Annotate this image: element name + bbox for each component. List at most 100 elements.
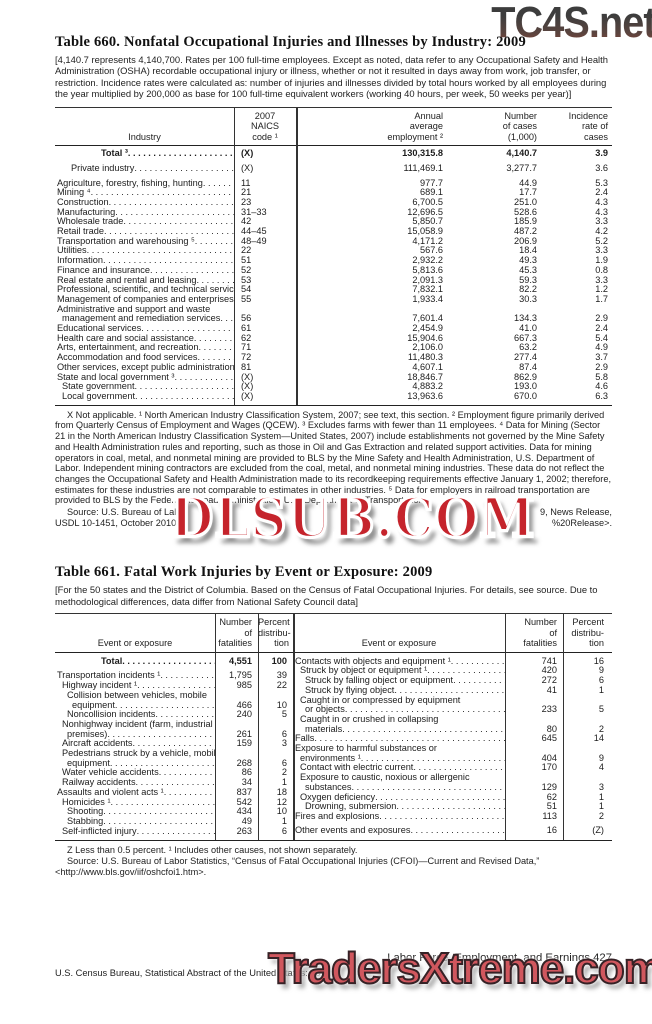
table-row: management and remediation services 56 7… bbox=[55, 314, 612, 324]
cases-value: 4,140.7 bbox=[506, 148, 537, 159]
employment-value: 130,315.8 bbox=[402, 148, 443, 159]
table-row: equipment 466 10 bbox=[55, 700, 293, 711]
fatalities-value: 420 bbox=[541, 665, 557, 676]
percent-value: 10 bbox=[276, 806, 287, 817]
source-text: Source: U.S. Bureau of Labor Statistics,… bbox=[55, 856, 540, 877]
column-rule bbox=[258, 614, 259, 841]
fatalities-value: 34 bbox=[241, 777, 252, 788]
fatalities-value: 542 bbox=[236, 796, 252, 807]
table-row: Falls 645 14 bbox=[293, 734, 612, 744]
dot-leader bbox=[196, 276, 234, 286]
fatalities-value: 263 bbox=[236, 825, 252, 836]
percent-value: 6 bbox=[281, 825, 287, 836]
watermark-tc4s: TC4S.net bbox=[492, 0, 652, 48]
table-661-title: Table 661. Fatal Work Injuries by Event … bbox=[55, 564, 433, 581]
industry-label: State government bbox=[62, 382, 135, 392]
dot-leader bbox=[107, 730, 215, 740]
industry-label: Manufacturing bbox=[57, 207, 116, 217]
source-fragment: USDL 10-1451, October 2010. S bbox=[55, 517, 188, 528]
table-661-header: Event or exposure Number of fatalities P… bbox=[55, 614, 612, 653]
dot-leader bbox=[394, 686, 505, 696]
naics-code: 62 bbox=[241, 332, 252, 343]
rate-value: 1.9 bbox=[595, 255, 608, 266]
dot-leader bbox=[110, 759, 215, 769]
dot-leader bbox=[115, 208, 234, 218]
employment-value: 4,607.1 bbox=[412, 361, 443, 372]
rate-value: 5.8 bbox=[595, 371, 608, 382]
percent-value: 3 bbox=[598, 781, 604, 792]
industry-label: Professional, scientific, and technical … bbox=[57, 285, 234, 295]
event-label: Noncollision incidents bbox=[67, 710, 156, 720]
fatalities-value: 86 bbox=[241, 767, 252, 778]
naics-code: 52 bbox=[241, 264, 252, 275]
naics-code: 31–33 bbox=[241, 206, 267, 217]
table-row: Contact with electric current 170 4 bbox=[293, 763, 612, 773]
industry-label: Other services, except public administra… bbox=[57, 362, 234, 372]
industry-label: Finance and insurance bbox=[57, 265, 150, 275]
percent-value: 1 bbox=[281, 777, 287, 788]
rate-value: 2.9 bbox=[595, 361, 608, 372]
table-661-left-panel: Total 4,551 100 Transportation incidents… bbox=[55, 653, 293, 841]
cases-value: 670.0 bbox=[514, 391, 537, 401]
percent-value: 6 bbox=[281, 728, 287, 739]
table-661-body: Total 4,551 100 Transportation incidents… bbox=[55, 653, 612, 841]
table-row: Stabbing 49 1 bbox=[55, 816, 293, 827]
table-660-body: Total ³ (X) 130,315.8 4,140.7 3.9 Privat… bbox=[55, 146, 612, 405]
column-rule bbox=[296, 107, 298, 405]
naics-code: 71 bbox=[241, 342, 252, 353]
industry-label: Mining ⁴ bbox=[57, 188, 91, 198]
cases-value: 17.7 bbox=[519, 187, 537, 198]
event-label: Total bbox=[101, 656, 123, 666]
table-row: Total ³ (X) 130,315.8 4,140.7 3.9 bbox=[55, 148, 612, 159]
event-label: Assaults and violent acts ¹ bbox=[57, 787, 164, 797]
event-label: Oxygen deficiency bbox=[300, 792, 376, 802]
naics-code: 55 bbox=[241, 293, 252, 304]
dot-leader bbox=[174, 373, 234, 383]
source-line: USDL 10-1451, October 2010. S %20Release… bbox=[55, 518, 612, 529]
employment-value: 18,846.7 bbox=[407, 371, 443, 382]
table-row: Self-inflicted injury 263 6 bbox=[55, 825, 293, 837]
source-fragment: %20Release>. bbox=[551, 517, 612, 528]
event-label: Highway incident ¹ bbox=[62, 681, 138, 691]
industry-label: Transportation and warehousing ⁵ bbox=[57, 236, 195, 246]
dot-leader bbox=[379, 812, 505, 822]
dot-leader bbox=[342, 725, 505, 735]
rate-value: 5.4 bbox=[595, 332, 608, 343]
table-row: Exposure to harmful substances or bbox=[293, 744, 612, 754]
table-row: Water vehicle accidents 86 2 bbox=[55, 768, 293, 778]
rate-value: 1.7 bbox=[595, 293, 608, 304]
source-fragment: 9, News Release, bbox=[539, 507, 612, 518]
event-label: substances bbox=[305, 782, 352, 792]
fatalities-value: 159 bbox=[236, 738, 252, 749]
cases-value: 206.9 bbox=[514, 235, 537, 246]
table-row: Construction 23 6,700.5 251.0 4.3 bbox=[55, 196, 612, 208]
event-label: Pedestrians struck by a vehicle, mobile bbox=[62, 749, 215, 759]
dot-leader bbox=[314, 734, 505, 744]
event-label: Struck by object or equipment ¹ bbox=[300, 666, 428, 676]
table-row: Exposure to caustic, noxious or allergen… bbox=[293, 773, 612, 783]
naics-code: 81 bbox=[241, 361, 252, 372]
naics-code: (X) bbox=[241, 381, 254, 392]
naics-code: 23 bbox=[241, 196, 252, 207]
table-row: substances 129 3 bbox=[293, 781, 612, 793]
event-label: Drowning, submersion bbox=[305, 802, 397, 812]
cases-value: 44.9 bbox=[519, 177, 537, 188]
dot-leader bbox=[135, 392, 234, 402]
table-row: Wholesale trade 42 5,850.7 185.9 3.3 bbox=[55, 217, 612, 227]
dot-leader bbox=[351, 783, 505, 793]
dot-leader bbox=[198, 343, 234, 353]
percent-value: 2 bbox=[281, 767, 287, 778]
percent-value: 4 bbox=[598, 762, 604, 773]
employment-value: 11,480.3 bbox=[407, 352, 443, 363]
page-content: Table 660. Nonfatal Occupational Injurie… bbox=[55, 34, 612, 878]
table-660-source: Source: U.S. Bureau of Lab 9, News Relea… bbox=[55, 507, 612, 528]
dot-leader bbox=[345, 705, 505, 715]
fatalities-value: 80 bbox=[546, 723, 557, 734]
employment-value: 4,883.2 bbox=[412, 381, 443, 392]
rate-value: 3.9 bbox=[595, 148, 608, 159]
table-row: Arts, entertainment, and recreation 71 2… bbox=[55, 343, 612, 353]
cases-value: 3,277.7 bbox=[506, 162, 537, 173]
naics-code: 53 bbox=[241, 274, 252, 285]
employment-value: 15,904.6 bbox=[407, 332, 443, 343]
table-row: Other events and exposures 16 (Z) bbox=[293, 822, 612, 836]
